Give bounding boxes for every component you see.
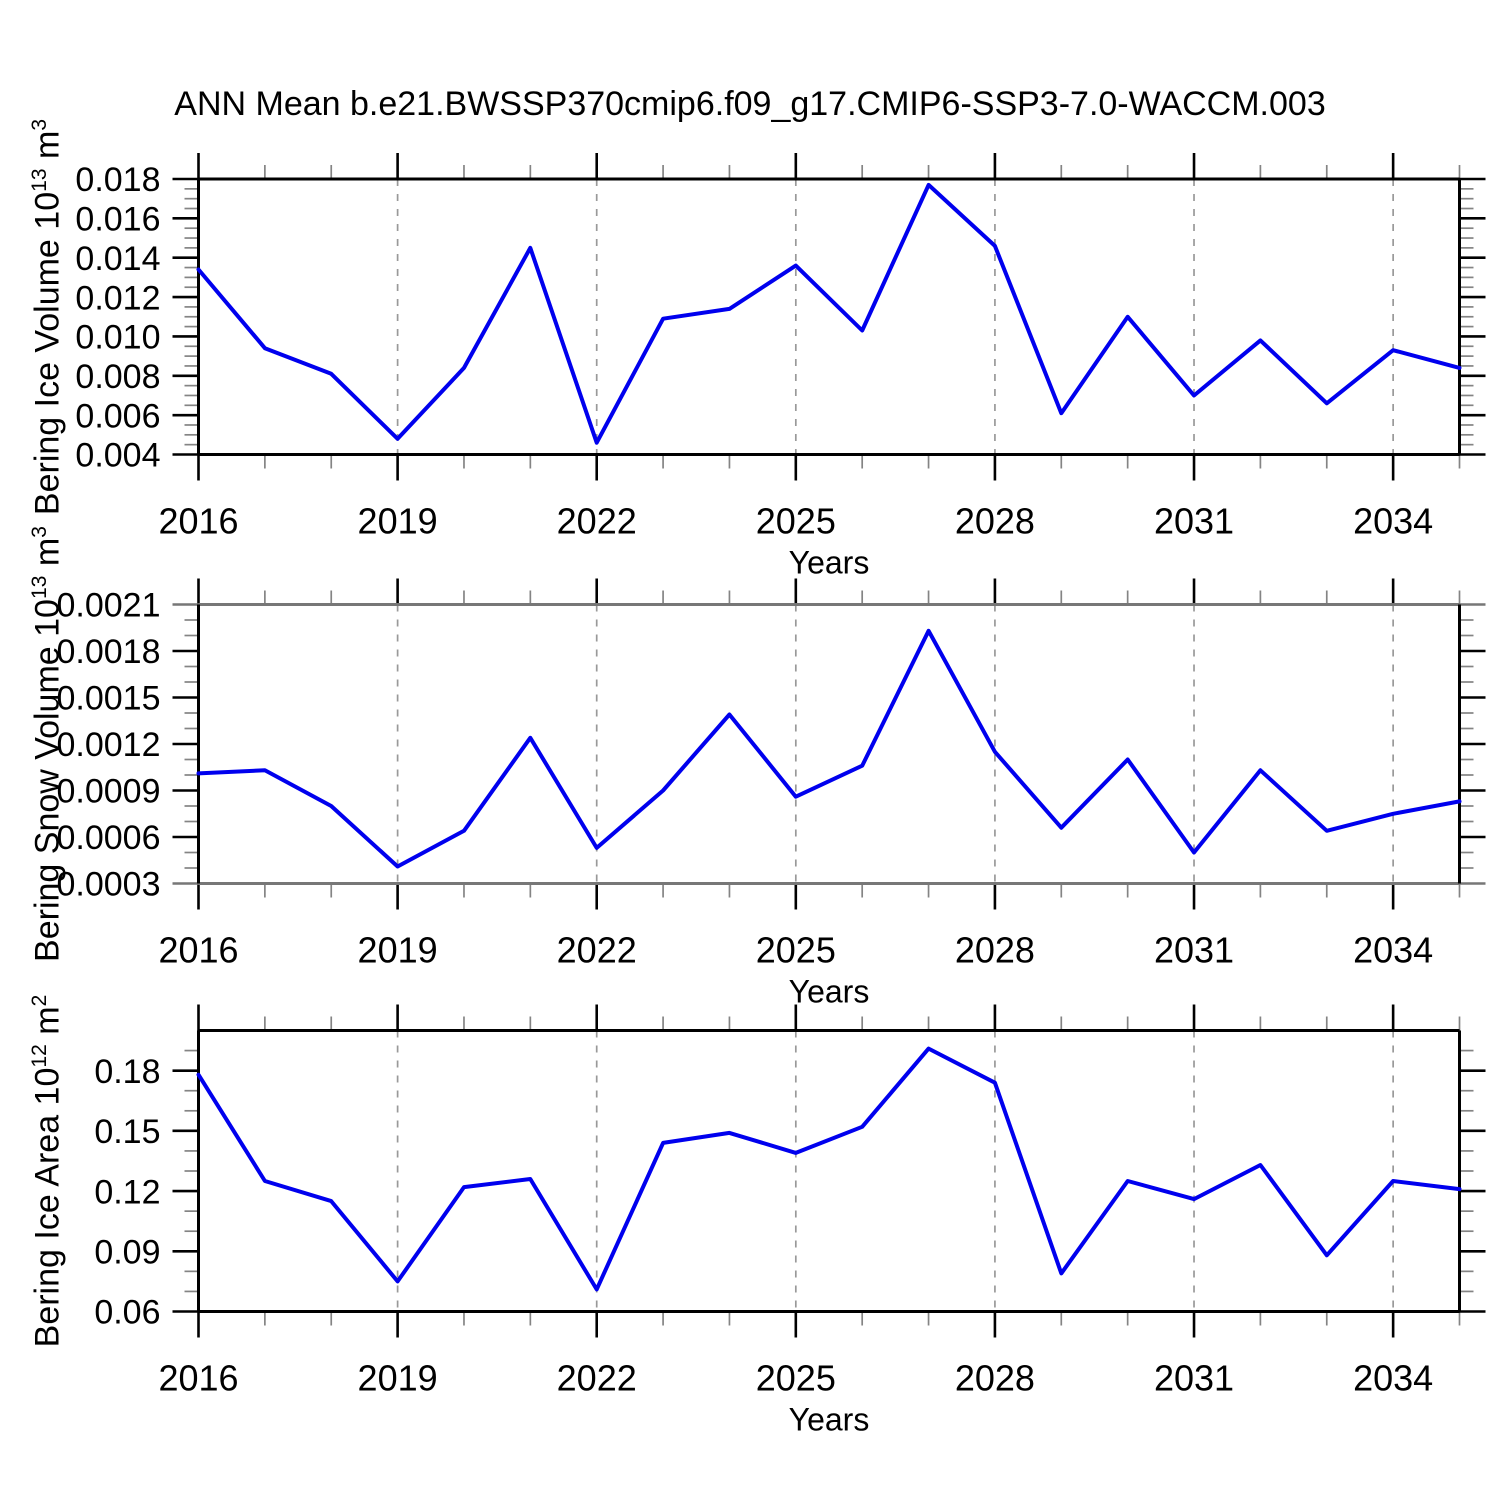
x-tick-label: 2016 xyxy=(158,501,238,542)
x-tick-label: 2031 xyxy=(1154,930,1234,971)
y-ticks xyxy=(172,1049,1486,1313)
y-tick-labels: 0.06 0.09 0.12 0.15 0.18 xyxy=(94,1053,160,1332)
x-ticks xyxy=(197,153,1461,481)
x-tick-label: 2022 xyxy=(557,1358,637,1399)
x-tick-label: 2016 xyxy=(158,930,238,971)
plot-frame xyxy=(197,1029,1461,1313)
y-tick-labels: 0.0003 0.0006 0.0009 0.0012 0.0015 0.0018 0.00… xyxy=(57,587,161,904)
figure-title: ANN Mean b.e21.BWSSP370cmip6.f09_g17.CMI… xyxy=(174,85,1326,123)
chart-bering-snow-volume: 0.0003 0.0006 0.0009 0.0012 0.0015 0.0018 0.00… xyxy=(57,578,1486,1010)
gridlines xyxy=(396,604,1394,884)
x-tick-label: 2028 xyxy=(955,1358,1035,1399)
chart-bering-ice-area: 0.06 0.09 0.12 0.15 0.18 2016 2019 2022 2025 2028… xyxy=(94,1004,1486,1438)
x-tick-label: 2019 xyxy=(358,1358,438,1399)
x-tick-label: 2034 xyxy=(1353,1358,1433,1399)
x-tick-label: 2034 xyxy=(1353,930,1433,971)
series-line xyxy=(196,182,1462,445)
x-tick-labels: 2016 2019 2022 2025 2028 2031 2034 xyxy=(158,930,1433,971)
y-tick-label: 0.0006 xyxy=(57,819,161,857)
y-tick-label: 0.016 xyxy=(75,201,160,239)
y-tick-label: 0.15 xyxy=(94,1113,160,1151)
x-tick-label: 2022 xyxy=(557,930,637,971)
y-tick-label: 0.06 xyxy=(94,1294,160,1332)
x-tick-label: 2028 xyxy=(955,501,1035,542)
series-line xyxy=(196,1046,1462,1292)
y-tick-label: 0.0012 xyxy=(57,726,161,764)
y-tick-label: 0.010 xyxy=(75,319,160,357)
x-tick-label: 2028 xyxy=(955,930,1035,971)
y-tick-label: 0.014 xyxy=(75,240,160,278)
y-tick-label: 0.0021 xyxy=(57,587,161,625)
y-tick-label: 0.18 xyxy=(94,1053,160,1091)
x-axis-title: Years xyxy=(789,974,870,1010)
x-tick-label: 2022 xyxy=(557,501,637,542)
y-tick-label: 0.004 xyxy=(75,437,160,475)
y-tick-label: 0.0018 xyxy=(57,633,161,671)
y-tick-label: 0.012 xyxy=(75,279,160,317)
x-tick-label: 2031 xyxy=(1154,1358,1234,1399)
plot-frame xyxy=(197,603,1461,885)
x-tick-labels: 2016 2019 2022 2025 2028 2031 2034 xyxy=(158,1358,1433,1399)
x-axis-title: Years xyxy=(789,545,870,581)
y-tick-label: 0.09 xyxy=(94,1234,160,1272)
x-tick-label: 2025 xyxy=(756,1358,836,1399)
x-tick-label: 2034 xyxy=(1353,501,1433,542)
plot-frame xyxy=(197,177,1461,456)
x-tick-labels: 2016 2019 2022 2025 2028 2031 2034 xyxy=(158,501,1433,542)
y-tick-label: 0.12 xyxy=(94,1173,160,1211)
x-ticks xyxy=(197,578,1461,910)
y-tick-label: 0.0009 xyxy=(57,773,161,811)
y-tick-label: 0.018 xyxy=(75,161,160,199)
x-tick-label: 2025 xyxy=(756,501,836,542)
x-tick-label: 2016 xyxy=(158,1358,238,1399)
gridlines xyxy=(396,179,1394,455)
chart-bering-ice-volume: 0.0040.0060.0080.0100.0120.0140.0160.018… xyxy=(75,153,1486,581)
x-ticks xyxy=(197,1004,1461,1338)
y-ticks xyxy=(172,603,1486,885)
y-tick-label: 0.0003 xyxy=(57,866,161,904)
x-tick-label: 2019 xyxy=(358,930,438,971)
gridlines xyxy=(396,1030,1394,1312)
y-ticks xyxy=(172,177,1486,456)
x-tick-label: 2025 xyxy=(756,930,836,971)
x-tick-label: 2031 xyxy=(1154,501,1234,542)
y-tick-label: 0.006 xyxy=(75,397,160,435)
y-tick-label: 0.008 xyxy=(75,358,160,396)
x-tick-label: 2019 xyxy=(358,501,438,542)
series-line xyxy=(196,628,1462,869)
y-tick-label: 0.0015 xyxy=(57,680,161,718)
x-axis-title: Years xyxy=(789,1402,870,1438)
